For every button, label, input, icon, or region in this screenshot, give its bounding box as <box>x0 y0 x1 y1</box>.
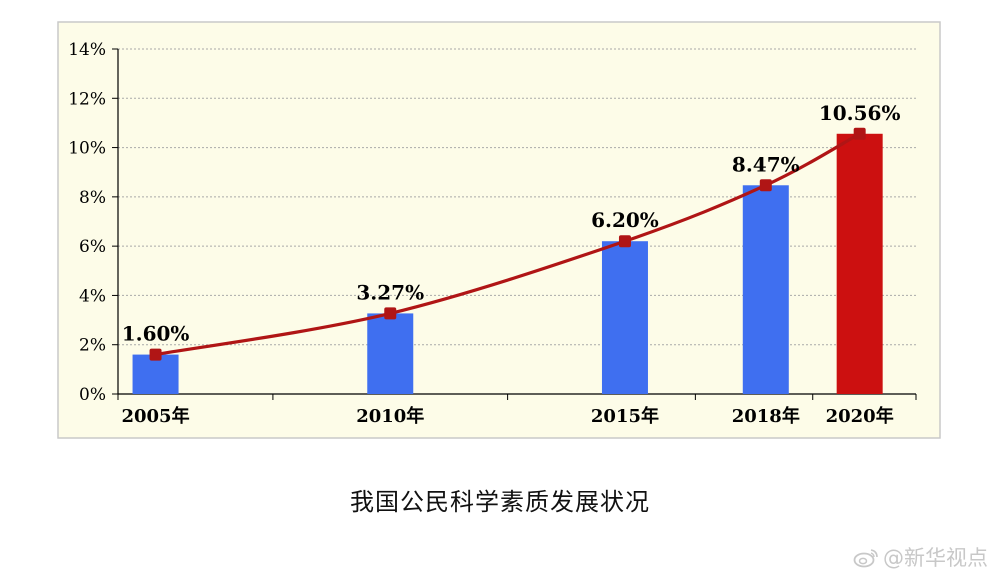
x-tick-label: 2010年 <box>356 405 424 427</box>
y-tick-label: 2% <box>79 336 106 356</box>
chart-frame <box>57 21 941 439</box>
bar <box>367 313 414 394</box>
y-tick-label: 8% <box>79 188 106 208</box>
data-point-marker <box>853 127 866 140</box>
y-tick-label: 10% <box>68 139 106 159</box>
watermark-text: @新华视点 <box>883 546 988 570</box>
watermark: @新华视点 <box>853 542 988 572</box>
x-tick-label: 2005年 <box>121 405 189 427</box>
trend-line <box>149 127 866 361</box>
trend-line-path <box>155 132 861 357</box>
data-label: 1.60% <box>122 322 190 346</box>
weibo-icon <box>853 549 878 568</box>
bar <box>742 185 789 394</box>
y-tick-label: 0% <box>79 385 106 405</box>
y-tick-label: 6% <box>79 237 106 257</box>
x-tick-label: 2015年 <box>591 405 659 427</box>
data-label: 3.27% <box>356 280 424 304</box>
y-tick-label: 14% <box>68 40 106 60</box>
x-tick-label: 2018年 <box>732 405 800 427</box>
data-point-marker <box>384 307 397 320</box>
y-tick-label: 12% <box>68 89 106 109</box>
data-label: 6.20% <box>591 208 659 232</box>
data-label: 10.56% <box>819 101 901 125</box>
chart-caption: 我国公民科学素质发展状况 <box>350 488 650 516</box>
labels: 0% 2% 4% 6% 8% 10% 12% 14% 1.60% 3.27% 6.20% 8.47% 1… <box>68 40 900 427</box>
data-label: 8.47% <box>732 152 800 176</box>
x-tick-label: 2020年 <box>826 405 894 427</box>
y-tick-label: 4% <box>79 286 106 306</box>
data-point-marker <box>618 235 631 248</box>
bar <box>601 241 648 394</box>
data-point-marker <box>759 179 772 192</box>
bars <box>132 133 883 394</box>
bar <box>836 133 883 394</box>
data-point-marker <box>149 348 162 361</box>
bar <box>132 354 179 394</box>
